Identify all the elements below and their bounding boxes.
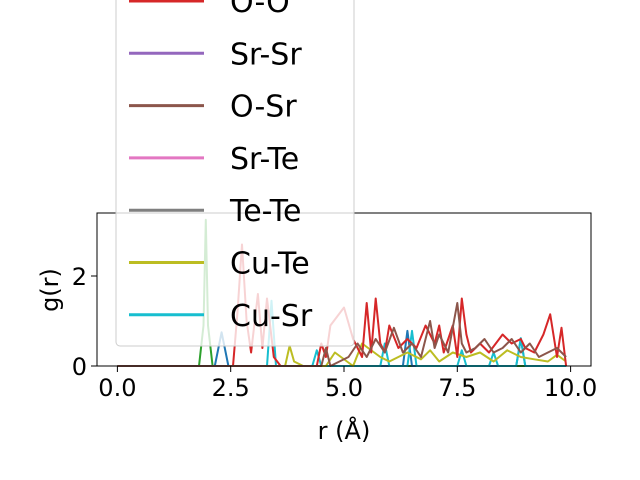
- series-line-3: [117, 342, 567, 367]
- x-axis-ticks: 0.0 2.5 5.0 7.5 10.0: [98, 366, 597, 402]
- legend-label: Te-Te: [229, 194, 301, 229]
- x-axis-label: r (Å): [318, 416, 371, 445]
- x-tick-label: 2.5: [212, 374, 250, 402]
- legend-box: [115, 0, 355, 347]
- x-tick-label: 5.0: [325, 374, 363, 402]
- series-line-5: [117, 302, 567, 367]
- y-axis-label: g(r): [36, 268, 64, 312]
- y-tick-label: 2: [72, 263, 87, 291]
- x-tick-label: 10.0: [544, 374, 597, 402]
- y-axis-ticks: 02: [72, 263, 97, 381]
- y-tick-label: 0: [72, 353, 87, 381]
- legend: O-O Sr-Sr O-Sr Sr-Te Te-Te Cu-Te Cu-Sr: [115, 0, 355, 347]
- legend-label: Sr-Sr: [230, 37, 302, 72]
- x-tick-label: 7.5: [438, 374, 476, 402]
- legend-label: Cu-Sr: [230, 299, 313, 334]
- legend-label: O-Sr: [230, 90, 297, 125]
- x-tick-label: 0.0: [98, 374, 136, 402]
- legend-label: Sr-Te: [230, 142, 299, 177]
- legend-label: Cu-Te: [230, 247, 310, 282]
- legend-label: O-O: [230, 0, 290, 20]
